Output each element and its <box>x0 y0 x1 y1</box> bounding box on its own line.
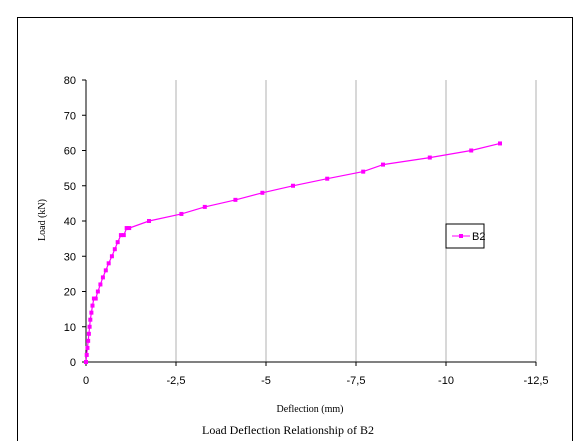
data-point <box>498 141 502 146</box>
data-point <box>88 317 93 322</box>
x-tick-label: -7,5 <box>347 375 366 387</box>
data-point <box>147 219 151 223</box>
x-tick-label: -2,5 <box>167 375 186 387</box>
data-point <box>109 254 114 259</box>
data-point <box>361 169 366 174</box>
x-tick-label: 0 <box>83 375 89 387</box>
y-axis-title: Load (kN) <box>37 199 48 241</box>
data-point <box>179 211 184 216</box>
legend-marker <box>459 234 463 238</box>
data-point <box>89 310 94 315</box>
chart-frame <box>17 17 573 441</box>
data-point <box>115 240 120 245</box>
x-axis-title: Deflection (mm) <box>277 404 344 415</box>
series-B2 <box>84 141 502 364</box>
data-point <box>202 204 207 209</box>
data-point <box>100 275 105 280</box>
y-tick-label: 10 <box>64 322 76 334</box>
chart-title: Load Deflection Relationship of B2 <box>202 423 374 437</box>
tick-marks <box>82 79 537 366</box>
data-point <box>118 233 123 238</box>
x-tick-label: -12,5 <box>523 375 548 387</box>
y-tick-labels: 0 10 20 30 40 50 60 70 80 <box>64 75 76 369</box>
axes <box>85 80 536 363</box>
series-line <box>85 142 501 363</box>
data-point <box>127 226 132 231</box>
x-tick-labels: 0 -2,5 -5 -7,5 -10 -12,5 <box>83 375 549 387</box>
y-tick-label: 20 <box>64 287 76 299</box>
data-point <box>124 226 129 231</box>
data-point <box>90 303 95 308</box>
data-point <box>325 176 330 181</box>
data-point <box>381 162 385 167</box>
grid-lines <box>175 80 537 362</box>
data-point <box>86 338 91 343</box>
data-point <box>112 247 117 252</box>
y-tick-label: 40 <box>64 216 76 228</box>
data-point <box>86 331 91 336</box>
data-point <box>93 296 98 301</box>
y-tick-label: 70 <box>64 110 76 122</box>
data-point <box>84 352 89 357</box>
data-point <box>84 360 88 364</box>
data-point <box>469 148 474 153</box>
y-tick-label: 50 <box>64 181 76 193</box>
data-point <box>98 282 103 287</box>
y-tick-label: 80 <box>64 75 76 87</box>
data-point <box>291 183 295 188</box>
data-point <box>121 233 126 238</box>
x-tick-label: -5 <box>261 375 271 387</box>
y-tick-label: 30 <box>64 251 76 263</box>
data-point <box>260 190 265 195</box>
legend: B2 <box>445 223 485 249</box>
data-point <box>233 197 238 202</box>
data-point <box>427 155 432 160</box>
data-point <box>85 345 90 350</box>
data-point <box>95 289 100 294</box>
data-point <box>106 261 111 266</box>
legend-label-B2: B2 <box>472 231 485 243</box>
data-point <box>103 268 108 273</box>
y-tick-label: 0 <box>70 357 76 369</box>
x-tick-label: -10 <box>438 375 454 387</box>
y-tick-label: 60 <box>64 146 76 158</box>
data-point <box>87 324 92 329</box>
